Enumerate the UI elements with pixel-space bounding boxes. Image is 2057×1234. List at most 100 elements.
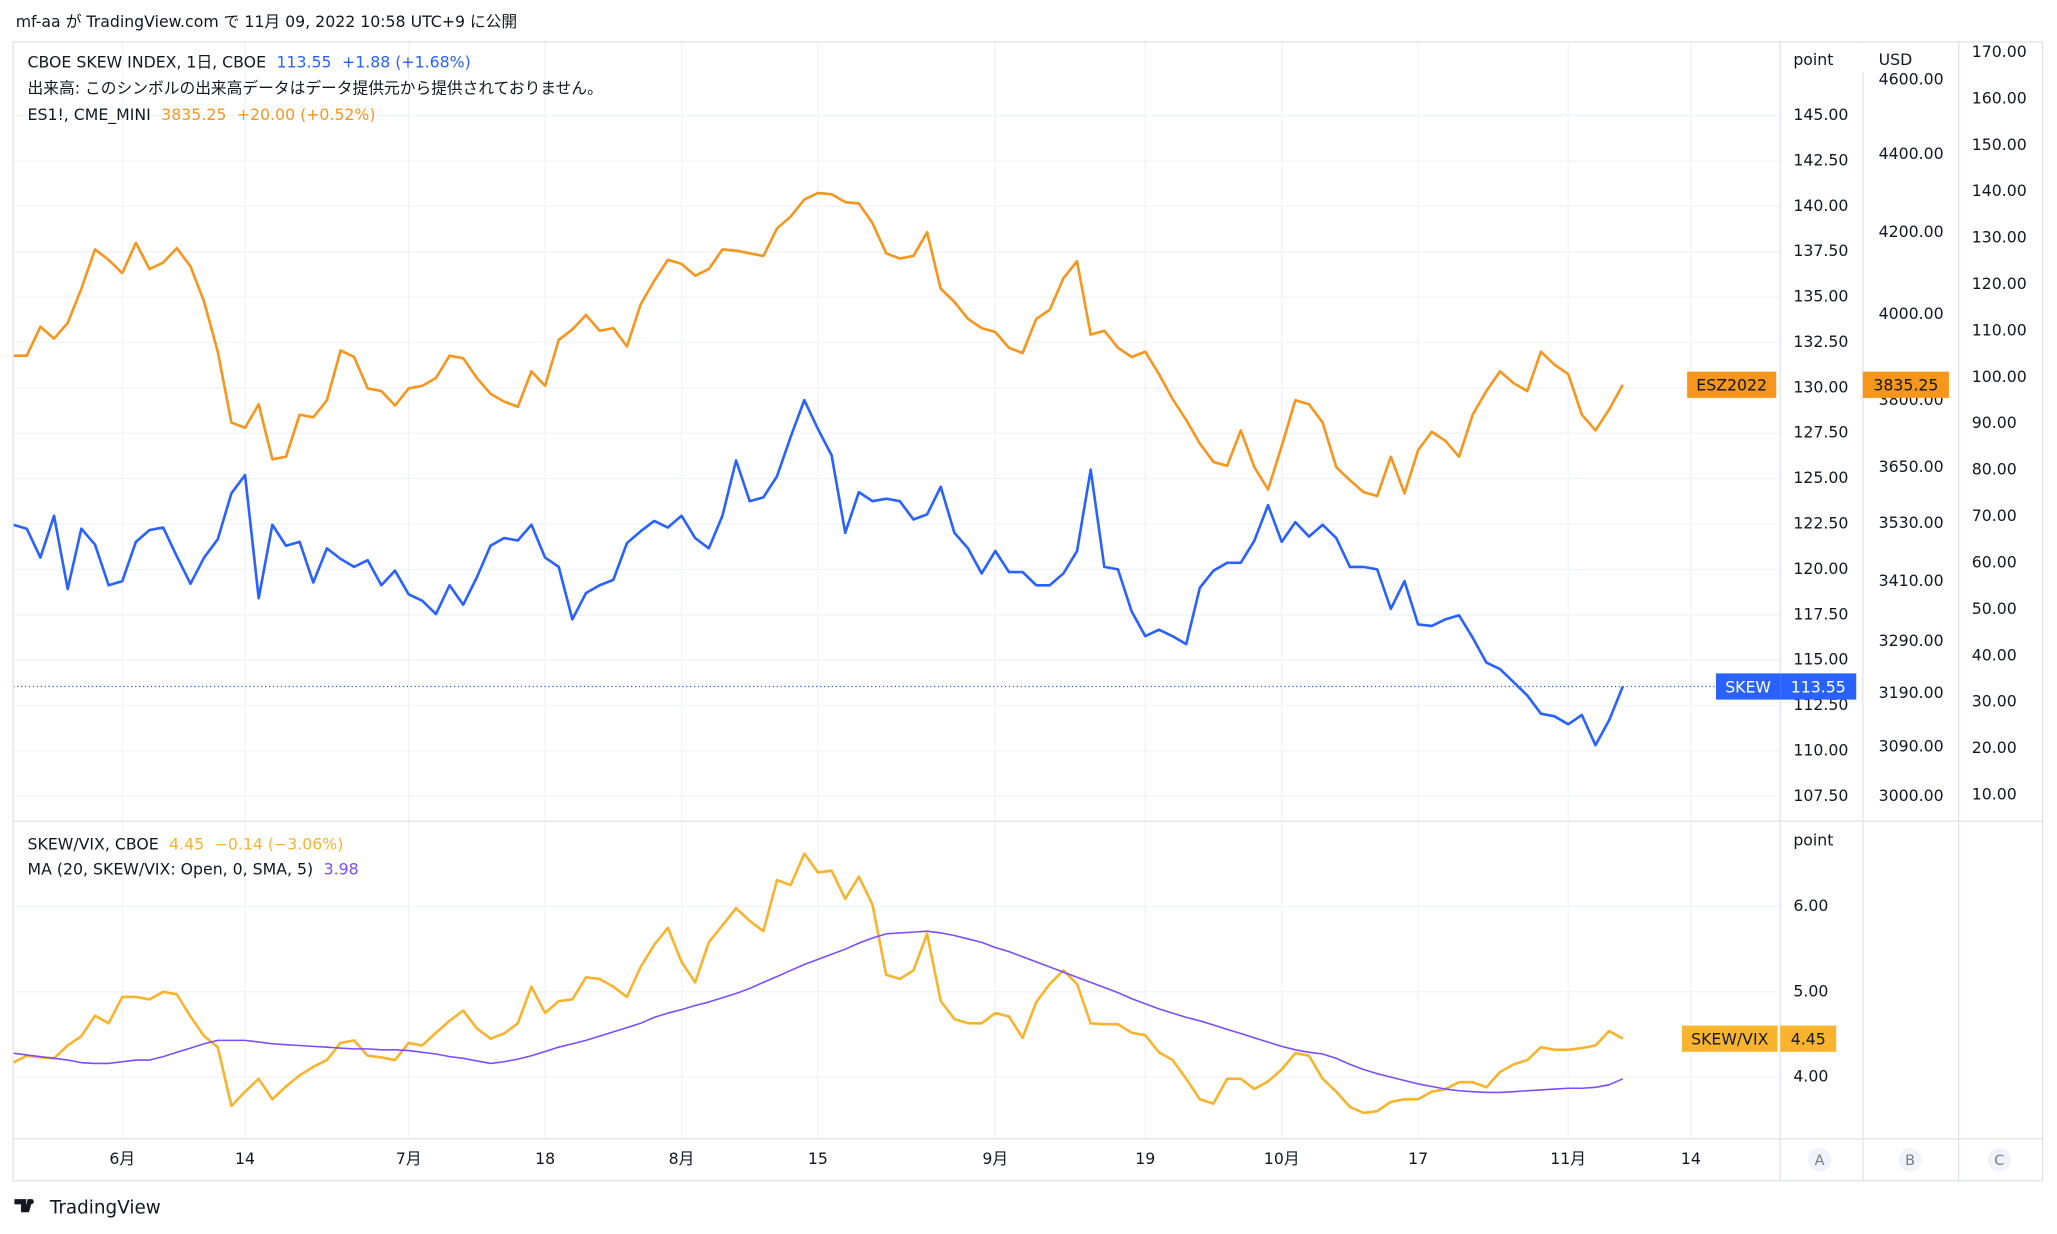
y-tick-label: 40.00 <box>1972 645 2017 664</box>
logo-icon-dot <box>29 1199 34 1205</box>
legend-text: +1.88 (+1.68%) <box>342 52 471 71</box>
x-tick-label: 19 <box>1135 1149 1155 1168</box>
y-tick-label: 30.00 <box>1972 692 2017 711</box>
y-tick-label: 6.00 <box>1793 896 1828 915</box>
x-tick-label: 8月 <box>669 1149 695 1168</box>
x-tick-label: 14 <box>1681 1149 1701 1168</box>
y-tick-label: 4400.00 <box>1879 144 1944 163</box>
y-tick-label: 4000.00 <box>1879 304 1944 323</box>
y-axis-label: point <box>1793 50 1833 69</box>
legend-text: 3.98 <box>324 859 359 878</box>
series-line <box>13 191 1624 498</box>
overlay-layer: SKEW 113.55 ESZ2022 3835.25 SKEW/VIX 4.45 CBOE… <box>28 52 2012 1172</box>
y-tick-label: 117.50 <box>1793 604 1848 623</box>
y-tick-label: 100.00 <box>1972 367 2027 386</box>
price-tag-value-bg <box>1780 1025 1837 1052</box>
y-tick-label: 170.00 <box>1972 42 2027 61</box>
axis-button[interactable]: A <box>1815 1153 1825 1169</box>
y-tick-label: 70.00 <box>1972 506 2017 525</box>
legend-text: 113.55 <box>277 52 332 71</box>
y-tick-label: 125.00 <box>1793 468 1848 487</box>
frame <box>12 41 2044 1182</box>
price-tag-value-bg <box>1862 371 1949 398</box>
publish-info: mf-aa が TradingView.com で 11月 09, 2022 1… <box>16 12 517 31</box>
y-tick-label: 80.00 <box>1972 460 2017 479</box>
axis-header-bg <box>1781 43 1958 73</box>
y-tick-label: 110.00 <box>1972 320 2027 339</box>
y-tick-label: 4600.00 <box>1879 70 1944 89</box>
legend-text: −0.14 (−3.06%) <box>215 834 344 853</box>
axis-button-bg[interactable] <box>1898 1147 1922 1172</box>
y-tick-label: 90.00 <box>1972 413 2017 432</box>
y-tick-label: 130.00 <box>1972 228 2027 247</box>
y-tick-label: 60.00 <box>1972 552 2017 571</box>
y-tick-label: 120.00 <box>1972 274 2027 293</box>
y-tick-label: 50.00 <box>1972 599 2017 618</box>
y-tick-label: 3290.00 <box>1879 631 1944 650</box>
series-line <box>13 930 1624 1094</box>
price-tag-value: 4.45 <box>1791 1030 1826 1049</box>
price-tag-value: 3835.25 <box>1873 376 1938 395</box>
y-tick-label: 107.50 <box>1793 786 1848 805</box>
series-line <box>12 398 1624 747</box>
x-tick-label: 10月 <box>1264 1149 1300 1168</box>
y-tick-label: 140.00 <box>1972 181 2027 200</box>
x-tick-label: 9月 <box>982 1149 1008 1168</box>
y-tick-label: 122.50 <box>1793 514 1848 533</box>
price-tag-name-bg <box>1681 1025 1778 1052</box>
axis-layer: 6月 14 7月 18 8月 15 9月 19 10月 17 11月 14 107.50 110.00 11… <box>109 42 2026 1168</box>
y-tick-label: 115.00 <box>1793 650 1848 669</box>
y-axis-label: point <box>1793 830 1833 849</box>
y-tick-label: 130.00 <box>1793 377 1848 396</box>
x-tick-label: 7月 <box>396 1149 422 1168</box>
y-tick-label: 140.00 <box>1793 196 1848 215</box>
logo-text: TradingView <box>49 1197 161 1218</box>
price-tag-name: SKEW <box>1725 677 1771 696</box>
price-tag-name-bg <box>1687 371 1777 398</box>
y-tick-label: 3410.00 <box>1879 571 1944 590</box>
y-tick-label: 4200.00 <box>1879 222 1944 241</box>
x-tick-label: 6月 <box>109 1149 135 1168</box>
price-tag-name: SKEW/VIX <box>1691 1030 1769 1049</box>
y-tick-label: 3190.00 <box>1879 683 1944 702</box>
price-tag-name-bg <box>1716 673 1781 700</box>
y-tick-label: 135.00 <box>1793 287 1848 306</box>
legend-text: SKEW/VIX, CBOE <box>28 834 159 853</box>
axis-button-bg[interactable] <box>1987 1147 2012 1172</box>
x-tick-label: 14 <box>235 1149 255 1168</box>
y-tick-label: 110.00 <box>1793 740 1848 759</box>
grid-layer <box>13 41 1781 1139</box>
y-tick-label: 132.50 <box>1793 332 1848 351</box>
legend-text: 4.45 <box>169 834 204 853</box>
y-tick-label: 120.00 <box>1793 559 1848 578</box>
y-tick-label: 160.00 <box>1972 88 2027 107</box>
legend-text: 出来高: このシンボルの出来高データはデータ提供元から提供されておりません。 <box>28 79 603 98</box>
legend-text: MA (20, SKEW/VIX: Open, 0, SMA, 5) <box>28 859 314 878</box>
series-line <box>12 852 1624 1115</box>
price-tag-value-bg <box>1780 673 1857 700</box>
legend-text: CBOE SKEW INDEX, 1日, CBOE <box>28 52 266 71</box>
price-tag-value: 113.55 <box>1791 677 1846 696</box>
y-tick-label: 5.00 <box>1793 981 1828 1000</box>
y-tick-label: 3000.00 <box>1879 786 1944 805</box>
axis-button[interactable]: B <box>1905 1153 1915 1169</box>
y-tick-label: 20.00 <box>1972 738 2017 757</box>
x-tick-label: 15 <box>808 1149 828 1168</box>
legend-text: 3835.25 <box>161 105 226 124</box>
logo: TradingView <box>14 1197 161 1218</box>
y-tick-label: 137.50 <box>1793 241 1848 260</box>
y-tick-label: 3530.00 <box>1879 513 1944 532</box>
chart-border <box>12 41 2044 1182</box>
axis-button[interactable]: C <box>1994 1153 2004 1169</box>
y-tick-label: 3650.00 <box>1879 457 1944 476</box>
y-tick-label: 150.00 <box>1972 135 2027 154</box>
y-tick-label: 3090.00 <box>1879 736 1944 755</box>
logo-icon <box>14 1199 33 1213</box>
axis-button-bg[interactable] <box>1807 1147 1832 1172</box>
x-tick-label: 11月 <box>1550 1149 1586 1168</box>
y-tick-label: 10.00 <box>1972 785 2017 804</box>
y-tick-label: 4.00 <box>1793 1067 1828 1086</box>
y-tick-label: 127.50 <box>1793 423 1848 442</box>
y-tick-label: 142.50 <box>1793 150 1848 169</box>
x-tick-label: 17 <box>1408 1149 1428 1168</box>
